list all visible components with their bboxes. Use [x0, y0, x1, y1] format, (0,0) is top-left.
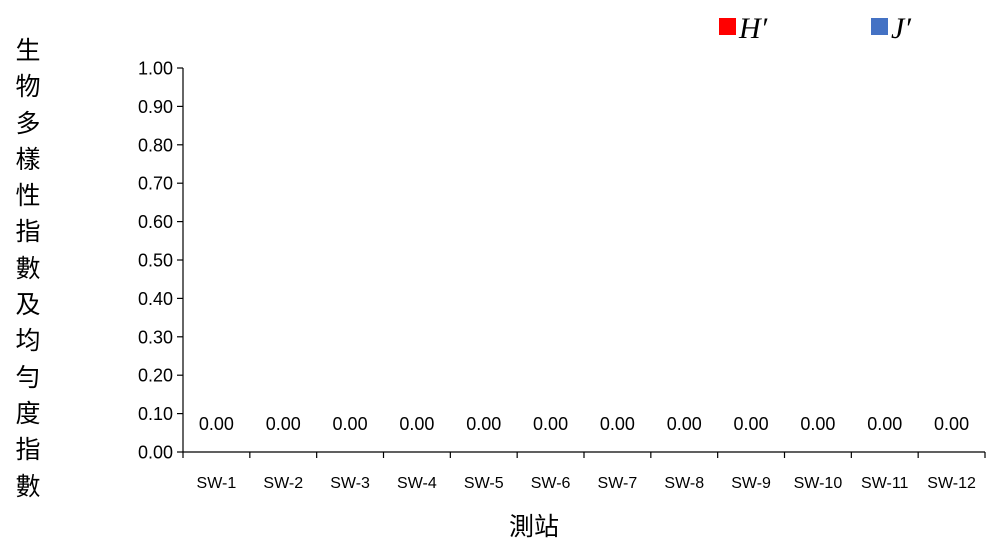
x-tick-label: SW-2: [263, 475, 303, 492]
data-label: 0.00: [600, 414, 635, 434]
y-tick-label: 0.50: [138, 251, 173, 271]
x-axis-title: 測站: [509, 512, 559, 541]
x-tick-label: SW-1: [197, 475, 237, 492]
y-axis-title-char: 樣: [15, 144, 41, 174]
y-axis-title-char: 度: [15, 398, 41, 428]
x-tick-label: SW-4: [397, 475, 437, 492]
y-tick-label: 0.60: [138, 212, 173, 232]
legend-label-j: J′: [891, 12, 911, 45]
legend-label-h: H′: [738, 12, 768, 45]
x-tick-label: SW-6: [531, 475, 571, 492]
x-tick-label: SW-8: [664, 475, 704, 492]
y-axis-title-char: 指: [15, 217, 41, 247]
data-label: 0.00: [800, 414, 835, 434]
x-tick-label: SW-3: [330, 475, 370, 492]
y-tick-label: 0.80: [138, 135, 173, 155]
y-axis-title-char: 及: [15, 290, 41, 320]
data-label: 0.00: [867, 414, 902, 434]
x-tick-label: SW-12: [927, 475, 976, 492]
y-tick-label: 0.70: [138, 174, 173, 194]
data-label: 0.00: [667, 414, 702, 434]
x-tick-label: SW-5: [464, 475, 504, 492]
y-axis-title-char: 生: [15, 36, 41, 65]
data-label: 0.00: [934, 414, 969, 434]
y-tick-label: 0.10: [138, 404, 173, 424]
data-label: 0.00: [466, 414, 501, 434]
data-label: 0.00: [533, 414, 568, 434]
y-axis-title-char: 多: [15, 108, 41, 138]
data-label: 0.00: [199, 414, 234, 434]
y-axis-title-char: 數: [15, 471, 41, 501]
data-label: 0.00: [399, 414, 434, 434]
y-axis-title: 生物多樣性指數及均勻度指數: [10, 33, 46, 505]
y-axis-title-char: 性: [15, 181, 41, 211]
y-tick-label: 0.90: [138, 97, 173, 117]
data-label: 0.00: [333, 414, 368, 434]
y-axis-title-char: 指: [15, 435, 41, 465]
y-tick-label: 0.40: [138, 289, 173, 309]
x-tick-label: SW-11: [861, 475, 909, 492]
y-tick-label: 1.00: [138, 59, 173, 79]
data-label: 0.00: [266, 414, 301, 434]
y-axis-title-char: 數: [15, 253, 41, 283]
data-label: 0.00: [734, 414, 769, 434]
legend-swatch-h: [719, 18, 736, 35]
x-tick-label: SW-9: [731, 475, 771, 492]
y-tick-label: 0.20: [138, 366, 173, 386]
y-axis-title-char: 勻: [15, 362, 41, 392]
legend-swatch-j: [871, 18, 888, 35]
y-axis-title-char: 物: [15, 72, 41, 102]
y-tick-label: 0.00: [138, 443, 173, 463]
y-axis-title-char: 均: [15, 326, 41, 356]
y-tick-label: 0.30: [138, 327, 173, 347]
x-tick-label: SW-10: [794, 475, 843, 492]
x-tick-label: SW-7: [598, 475, 638, 492]
